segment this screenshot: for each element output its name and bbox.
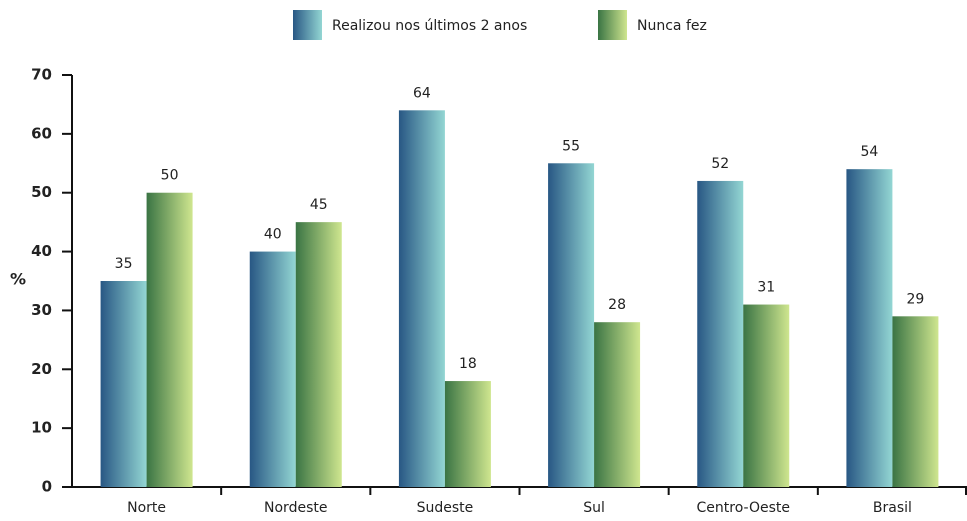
y-tick-label: 40	[31, 242, 52, 260]
value-label: 55	[562, 138, 580, 154]
legend-swatch	[598, 10, 627, 40]
y-tick-label: 10	[31, 419, 52, 437]
bar	[892, 316, 939, 487]
y-tick-label: 60	[31, 124, 52, 142]
bar	[398, 110, 445, 488]
value-label: 64	[413, 85, 431, 101]
value-label: 45	[310, 197, 328, 213]
value-label: 28	[608, 297, 626, 313]
value-label: 29	[907, 291, 925, 307]
x-tick-label: Centro-Oeste	[697, 500, 791, 516]
y-axis-label: %	[10, 270, 26, 289]
bar	[444, 381, 491, 487]
value-label: 18	[459, 356, 477, 372]
x-tick-label: Sudeste	[417, 500, 474, 516]
bar	[295, 222, 342, 487]
bar	[548, 163, 595, 488]
value-label: 54	[861, 144, 879, 160]
bar	[249, 251, 296, 487]
bar	[846, 169, 893, 487]
x-tick-label: Nordeste	[264, 500, 327, 516]
bar	[146, 192, 193, 487]
y-tick-label: 70	[31, 66, 52, 84]
legend-label: Nunca fez	[637, 18, 707, 34]
legend-swatch	[293, 10, 322, 40]
value-label: 31	[757, 280, 775, 296]
value-label: 35	[115, 256, 133, 272]
y-tick-label: 0	[42, 478, 52, 496]
x-tick-label: Brasil	[873, 500, 912, 516]
y-tick-label: 50	[31, 183, 52, 201]
value-label: 52	[711, 156, 729, 172]
y-tick-label: 30	[31, 301, 52, 319]
bar	[697, 180, 744, 487]
bar	[594, 322, 641, 487]
y-tick-label: 20	[31, 360, 52, 378]
value-label: 50	[161, 168, 179, 184]
legend-label: Realizou nos últimos 2 anos	[332, 18, 527, 34]
x-tick-label: Sul	[583, 500, 605, 516]
x-tick-label: Norte	[127, 500, 166, 516]
bar	[100, 281, 147, 487]
value-label: 40	[264, 227, 282, 243]
bar	[743, 304, 790, 487]
